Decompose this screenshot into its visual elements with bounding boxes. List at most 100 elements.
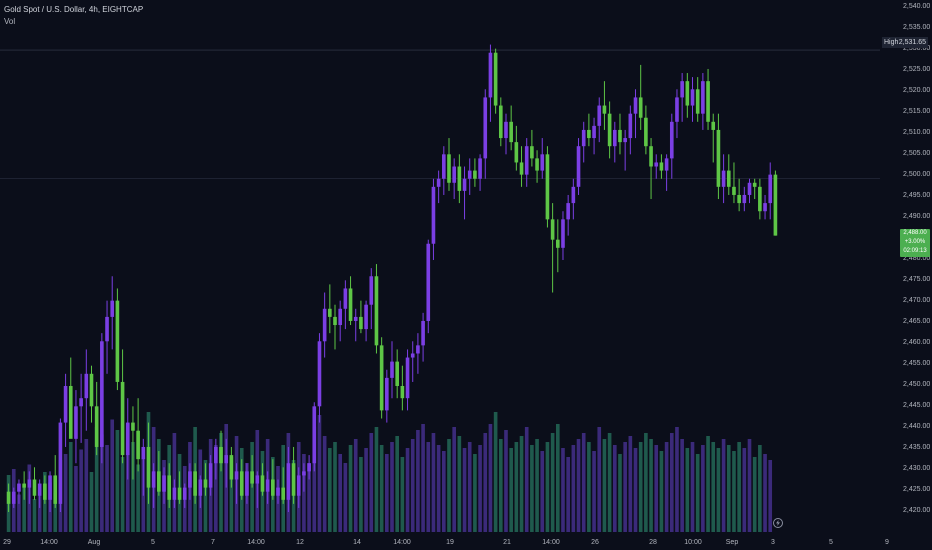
volume-bar <box>421 424 425 532</box>
candle-body <box>141 446 146 460</box>
candle-body <box>302 471 306 476</box>
volume-bar <box>607 433 612 532</box>
volume-bar <box>131 442 135 532</box>
candle-body <box>58 422 63 504</box>
volume-bar <box>74 466 78 532</box>
candle-body <box>338 308 343 326</box>
candle-body <box>157 471 161 492</box>
volume-bar <box>581 433 586 532</box>
candle-body <box>385 377 389 411</box>
candle-body <box>84 373 89 399</box>
candle-body <box>612 129 617 147</box>
price-tick-label: 2,445.00 <box>903 402 930 409</box>
volume-bar <box>545 442 550 532</box>
volume-bar <box>400 457 405 532</box>
volume-bar <box>561 448 565 532</box>
candle-body <box>587 129 591 139</box>
candle-body <box>555 239 560 248</box>
volume-bar <box>214 445 218 532</box>
price-tick-label: 2,440.00 <box>903 423 930 430</box>
time-tick-label: 5 <box>829 539 833 546</box>
candle-body <box>27 479 32 488</box>
candle-body <box>545 154 550 220</box>
volume-bar <box>618 454 622 532</box>
volume-bar <box>742 448 747 532</box>
volume-bar <box>395 436 399 532</box>
volume-bar <box>79 449 83 532</box>
price-tick-label: 2,450.00 <box>903 381 930 388</box>
volume-bar <box>343 463 348 532</box>
price-tick-label: 2,475.00 <box>903 276 930 283</box>
symbol-title[interactable]: Gold Spot / U.S. Dollar, 4h, EIGHTCAP <box>4 5 144 14</box>
candle-body <box>540 154 545 171</box>
volume-bar <box>22 487 26 532</box>
volume-bar <box>524 427 529 532</box>
candle-body <box>79 398 83 407</box>
candle-body <box>737 194 741 204</box>
candle-body <box>592 125 596 139</box>
time-tick-label: 21 <box>503 539 511 546</box>
candle-body <box>317 341 322 407</box>
candle-body <box>105 316 109 342</box>
volume-bar <box>488 424 493 532</box>
price-tick-label: 2,455.00 <box>903 360 930 367</box>
candle-body <box>188 471 192 488</box>
candle-body <box>53 475 58 504</box>
volume-bar <box>701 445 705 532</box>
volume-bar <box>483 433 488 532</box>
volume-bar <box>302 454 306 532</box>
volume-bar <box>322 436 327 532</box>
candle-body <box>390 361 394 378</box>
volume-bar <box>385 454 389 532</box>
candle-body <box>89 373 94 407</box>
candle-body <box>276 487 280 496</box>
volume-bar <box>706 436 710 532</box>
candle-body <box>431 186 436 244</box>
candle-body <box>291 463 296 496</box>
lightning-icon[interactable] <box>773 518 783 528</box>
volume-bar <box>612 445 617 532</box>
volume-bar <box>498 439 503 532</box>
high-label-value: 2,531.65 <box>898 39 926 46</box>
time-tick-label: 14 <box>353 539 361 546</box>
price-tick-label: 2,510.00 <box>903 129 930 136</box>
volume-bar <box>94 427 99 532</box>
candle-body <box>94 406 99 447</box>
price-tick-label: 2,480.00 <box>903 255 930 262</box>
candle-body <box>488 52 493 98</box>
candle-body <box>245 471 249 496</box>
candle-body <box>597 105 602 126</box>
candle-body <box>602 105 607 114</box>
candle-body <box>214 446 218 464</box>
candle-body <box>250 471 254 484</box>
price-tick-label: 2,500.00 <box>903 171 930 178</box>
candle-body <box>348 288 353 321</box>
volume-bar <box>353 439 358 532</box>
candle-body <box>763 203 767 212</box>
volume-bar <box>467 442 472 532</box>
candle-body <box>17 483 21 492</box>
price-tick-label: 2,535.00 <box>903 24 930 31</box>
volume-bar <box>768 460 773 532</box>
volume-indicator-label[interactable]: Vol <box>4 17 16 26</box>
volume-bar <box>509 448 513 532</box>
candle-body <box>115 300 120 382</box>
time-tick-label: 9 <box>885 539 889 546</box>
volume-bar <box>359 457 363 532</box>
volume-bar <box>685 448 690 532</box>
volume-bar <box>405 448 410 532</box>
volume-bar <box>452 427 456 532</box>
volume-bar <box>514 442 519 532</box>
time-tick-label: 26 <box>591 539 599 546</box>
candle-body <box>281 487 286 500</box>
candle-body <box>576 146 581 187</box>
volume-bar <box>659 451 664 532</box>
volume-bar <box>752 457 757 532</box>
volume-bar <box>478 445 482 532</box>
volume-bar <box>623 442 627 532</box>
candle-body <box>120 381 125 456</box>
volume-bar <box>37 490 42 532</box>
volume-bar <box>644 433 648 532</box>
candle-body <box>162 475 166 492</box>
